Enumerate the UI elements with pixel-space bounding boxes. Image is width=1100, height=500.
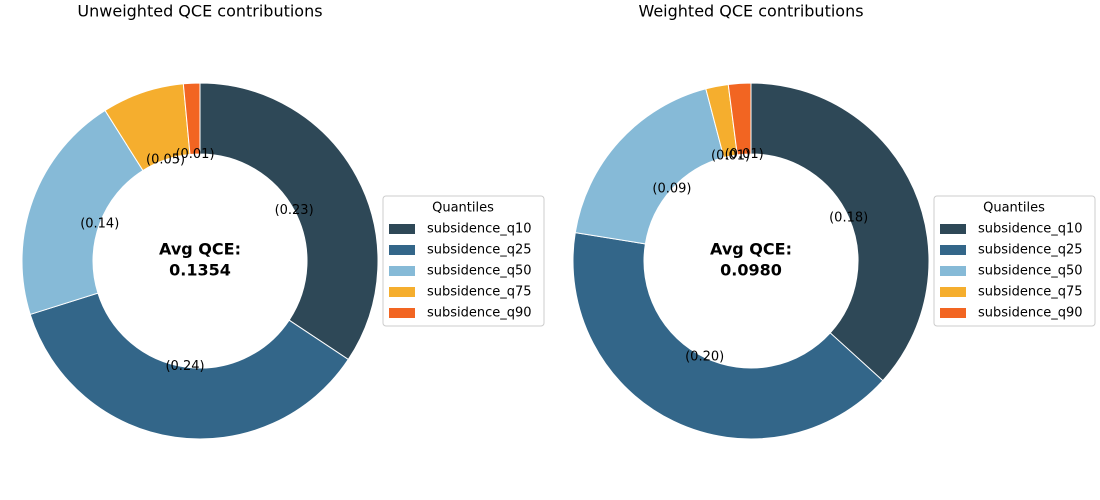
value-label: (0.01) bbox=[711, 149, 750, 164]
legend-label: subsidence_q90 bbox=[427, 306, 532, 321]
legend-label: subsidence_q25 bbox=[978, 243, 1083, 258]
value-label: (0.20) bbox=[685, 350, 724, 365]
legend-label: subsidence_q50 bbox=[978, 264, 1083, 279]
legend-label: subsidence_q25 bbox=[427, 243, 532, 258]
legend-label: subsidence_q10 bbox=[427, 222, 532, 237]
legend-title: Quantiles bbox=[983, 201, 1045, 216]
legend-swatch bbox=[940, 224, 966, 234]
average-value: 0.0980 bbox=[720, 261, 782, 280]
legend-box bbox=[933, 195, 1096, 327]
center-label: Avg QCE: bbox=[710, 240, 792, 259]
legend-label: subsidence_q75 bbox=[978, 285, 1083, 300]
chart-title: Weighted QCE contributions bbox=[638, 2, 863, 21]
legend-label: subsidence_q50 bbox=[427, 264, 532, 279]
wedge bbox=[750, 82, 930, 382]
legend-label: subsidence_q10 bbox=[978, 222, 1083, 237]
legend-box bbox=[382, 195, 545, 327]
legend-label: subsidence_q90 bbox=[978, 306, 1083, 321]
legend-title: Quantiles bbox=[432, 201, 494, 216]
value-label: (0.09) bbox=[652, 182, 691, 197]
value-label: (0.01) bbox=[175, 147, 214, 162]
legend-swatch bbox=[940, 287, 966, 297]
wedge bbox=[29, 292, 349, 440]
wedge bbox=[572, 232, 884, 440]
legend-swatch bbox=[940, 308, 966, 318]
legend-swatch bbox=[389, 287, 415, 297]
center-label: Avg QCE: bbox=[159, 240, 241, 259]
value-label: (0.24) bbox=[165, 359, 204, 374]
legend-swatch bbox=[389, 308, 415, 318]
value-label: (0.18) bbox=[829, 210, 868, 225]
legend-label: subsidence_q75 bbox=[427, 285, 532, 300]
legend-swatch bbox=[940, 245, 966, 255]
wedge bbox=[199, 82, 379, 361]
value-label: (0.01) bbox=[725, 147, 764, 162]
legend-swatch bbox=[389, 245, 415, 255]
chart-title: Unweighted QCE contributions bbox=[77, 2, 322, 21]
wedge bbox=[574, 88, 725, 245]
legend-swatch bbox=[389, 266, 415, 276]
wedge bbox=[21, 109, 144, 316]
average-value: 0.1354 bbox=[169, 261, 231, 280]
value-label: (0.14) bbox=[80, 217, 119, 232]
legend-swatch bbox=[940, 266, 966, 276]
wedge bbox=[727, 82, 752, 156]
wedge bbox=[182, 82, 201, 156]
value-label: (0.23) bbox=[275, 203, 314, 218]
value-label: (0.05) bbox=[146, 152, 185, 167]
legend-swatch bbox=[389, 224, 415, 234]
